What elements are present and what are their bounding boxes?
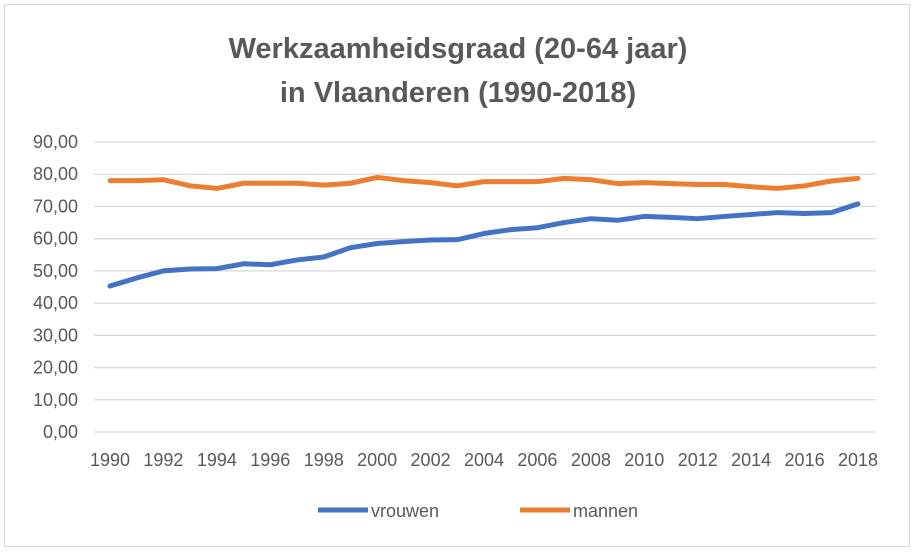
y-tick-label: 20,00 [33, 358, 78, 378]
y-tick-label: 30,00 [33, 325, 78, 345]
x-tick-label: 2010 [624, 450, 664, 470]
x-tick-label: 2006 [517, 450, 557, 470]
y-tick-label: 10,00 [33, 390, 78, 410]
y-tick-label: 40,00 [33, 293, 78, 313]
chart-title-line-2: in Vlaanderen (1990-2018) [280, 77, 636, 109]
x-tick-label: 2014 [731, 450, 771, 470]
x-tick-label: 2016 [785, 450, 825, 470]
x-tick-label: 2012 [678, 450, 718, 470]
x-tick-label: 2018 [838, 450, 878, 470]
y-tick-label: 90,00 [33, 132, 78, 152]
x-tick-label: 1990 [90, 450, 130, 470]
x-tick-label: 2004 [464, 450, 504, 470]
x-tick-label: 1998 [304, 450, 344, 470]
y-tick-label: 50,00 [33, 261, 78, 281]
y-tick-label: 80,00 [33, 164, 78, 184]
series-line-mannen [107, 174, 861, 191]
x-tick-label: 2000 [357, 450, 397, 470]
x-tick-label: 1992 [143, 450, 183, 470]
y-tick-label: 0,00 [43, 422, 78, 442]
x-tick-label: 2008 [571, 450, 611, 470]
y-tick-label: 70,00 [33, 196, 78, 216]
y-tick-label: 60,00 [33, 229, 78, 249]
x-tick-label: 1994 [197, 450, 237, 470]
legend-label-mannen: mannen [573, 501, 638, 521]
x-tick-label: 1996 [250, 450, 290, 470]
x-tick-label: 2002 [411, 450, 451, 470]
legend-label-vrouwen: vrouwen [371, 501, 439, 521]
chart-title-line-1: Werkzaamheidsgraad (20-64 jaar) [229, 33, 688, 65]
series-line-vrouwen [107, 201, 861, 289]
chart-border [4, 4, 910, 547]
